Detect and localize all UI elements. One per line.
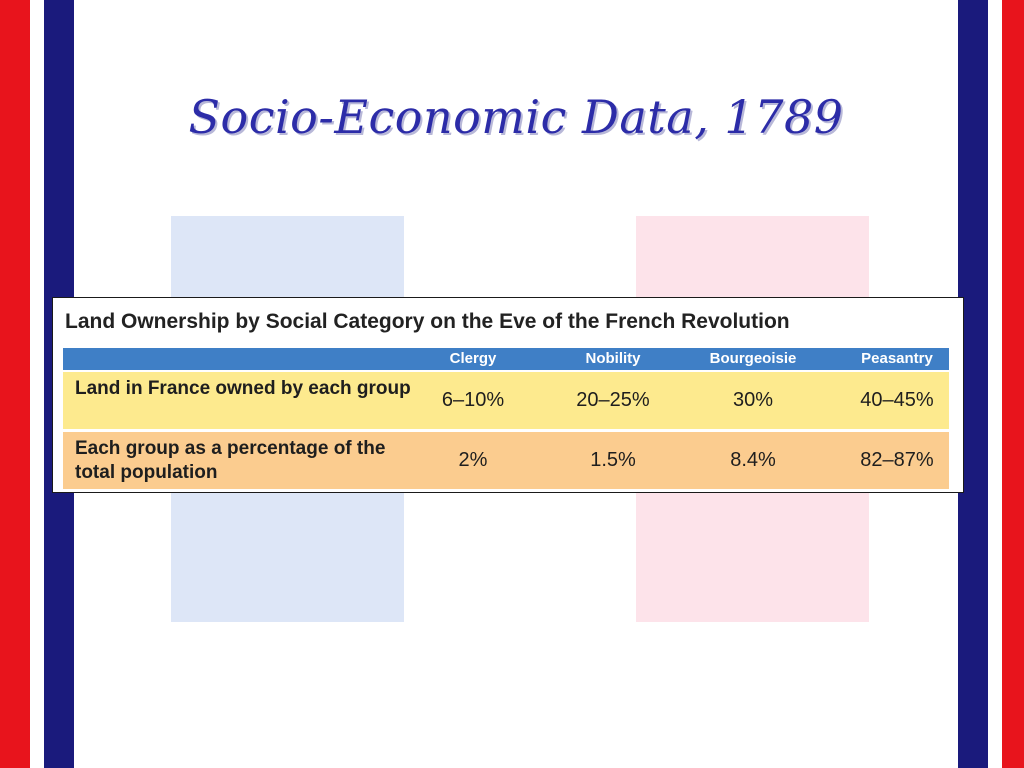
table-title: Land Ownership by Social Category on the… xyxy=(65,310,790,333)
flag-stripe-white-right xyxy=(988,0,1002,768)
cell-bourgeoisie: 30% xyxy=(732,389,774,411)
cell-clergy: 6–10% xyxy=(441,389,505,411)
cell-nobility: 20–25% xyxy=(576,389,650,411)
cell-peasantry: 82–87% xyxy=(860,449,934,471)
data-table-card: Land Ownership by Social Category on the… xyxy=(52,297,964,493)
flag-stripe-red-right xyxy=(1002,0,1024,768)
column-header-peasantry: Peasantry xyxy=(861,350,933,367)
column-header-clergy: Clergy xyxy=(449,350,497,367)
slide-title: Socio-Economic Data, 1789 xyxy=(188,90,844,144)
row-label: Each group as a percentage of the total … xyxy=(75,438,386,483)
column-header-bourgeoisie: Bourgeoisie xyxy=(709,350,797,367)
cell-peasantry: 40–45% xyxy=(860,389,934,411)
row-label: Land in France owned by each group xyxy=(75,378,411,399)
table-row-population-share: Each group as a percentage of the total … xyxy=(63,432,949,489)
cell-nobility: 1.5% xyxy=(590,449,636,471)
table-header-row: Clergy Nobility Bourgeoisie Peasantry xyxy=(63,348,949,370)
data-table: Clergy Nobility Bourgeoisie Peasantry La… xyxy=(63,348,949,492)
cell-clergy: 2% xyxy=(458,449,488,471)
cell-bourgeoisie: 8.4% xyxy=(730,449,776,471)
column-header-nobility: Nobility xyxy=(585,350,641,367)
table-row-land-owned: Land in France owned by each group 6–10%… xyxy=(63,372,949,429)
flag-stripe-red-left xyxy=(0,0,30,768)
flag-stripe-white-left xyxy=(30,0,44,768)
